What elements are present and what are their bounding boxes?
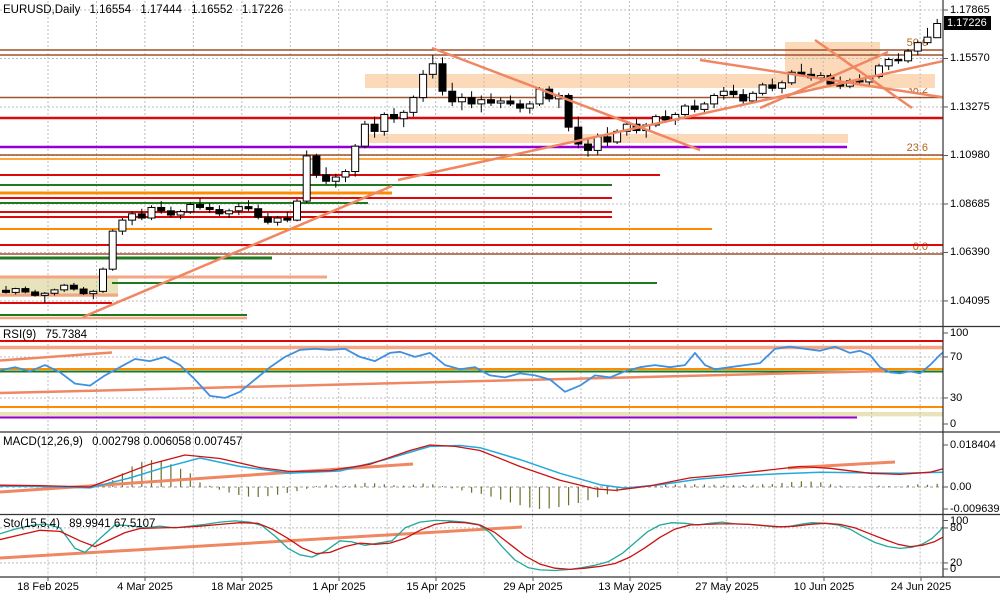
current-price-tag: 1.17226 — [944, 16, 991, 31]
price-tick-label: 1.13275 — [950, 100, 990, 113]
date-label: 18 Mar 2025 — [211, 581, 273, 593]
date-label: 18 Feb 2025 — [17, 581, 79, 593]
rsi-header: RSI(9) 75.7384 — [3, 329, 93, 341]
rsi-scale-label: 0 — [950, 418, 957, 430]
fib-level-label: 50.0 — [906, 36, 928, 49]
sto-title: Sto(15,5,4) — [3, 518, 60, 530]
ohlc-high: 1.17444 — [140, 4, 182, 16]
macd-header: MACD(12,26,9) 0.002798 0.006058 0.007457 — [3, 436, 248, 448]
price-tick-label: 1.06390 — [950, 246, 990, 259]
date-label: 27 May 2025 — [695, 581, 759, 593]
price-tick-label: 1.15570 — [950, 52, 990, 65]
macd-values: 0.002798 0.006058 0.007457 — [92, 436, 243, 448]
symbol-timeframe-label: EURUSD,Daily — [3, 4, 81, 16]
date-label: 1 Apr 2025 — [312, 581, 366, 593]
price-tick-label: 1.04095 — [950, 294, 990, 307]
date-label: 4 Mar 2025 — [117, 581, 173, 593]
price-tick-label: 1.10980 — [950, 149, 990, 162]
date-label: 13 May 2025 — [598, 581, 662, 593]
macd-scale-label: -0.009639 — [950, 503, 1000, 515]
rsi-value: 75.7384 — [45, 329, 88, 341]
sto-values: 89.9941 67.5107 — [69, 518, 156, 530]
ohlc-low: 1.16552 — [191, 4, 233, 16]
ohlc-open: 1.16554 — [89, 4, 132, 16]
sto-header: Sto(15,5,4) 89.9941 67.5107 — [3, 518, 161, 530]
rsi-scale-label: 100 — [950, 327, 969, 339]
sto-scale-label: 100 — [950, 514, 969, 527]
ohlc-close: 1.17226 — [241, 4, 284, 16]
macd-scale-label: 0.00 — [950, 481, 972, 493]
rsi-scale-label: 70 — [950, 350, 963, 363]
price-tick-label: 1.17865 — [950, 3, 990, 16]
rsi-title: RSI(9) — [3, 329, 37, 341]
fib-level-label: 0.0 — [912, 241, 928, 253]
sto-scale-label: 80 — [950, 521, 963, 534]
date-label: 24 Jun 2025 — [890, 581, 952, 593]
sto-scale-label: 0 — [950, 563, 957, 575]
date-label: 10 Jun 2025 — [793, 581, 855, 593]
chart-header: EURUSD,Daily 1.16554 1.17444 1.16552 1.1… — [3, 4, 289, 16]
macd-scale-label: 0.018404 — [950, 438, 996, 451]
rsi-scale-label: 30 — [950, 391, 963, 404]
fib-level-label: 38.2 — [906, 84, 928, 97]
fib-level-label: 23.6 — [906, 141, 928, 154]
macd-title: MACD(12,26,9) — [3, 436, 83, 448]
date-label: 29 Apr 2025 — [503, 581, 563, 593]
price-tick-label: 1.08685 — [950, 197, 990, 210]
date-label: 15 Apr 2025 — [406, 581, 466, 593]
sto-scale-label: 20 — [950, 556, 963, 569]
